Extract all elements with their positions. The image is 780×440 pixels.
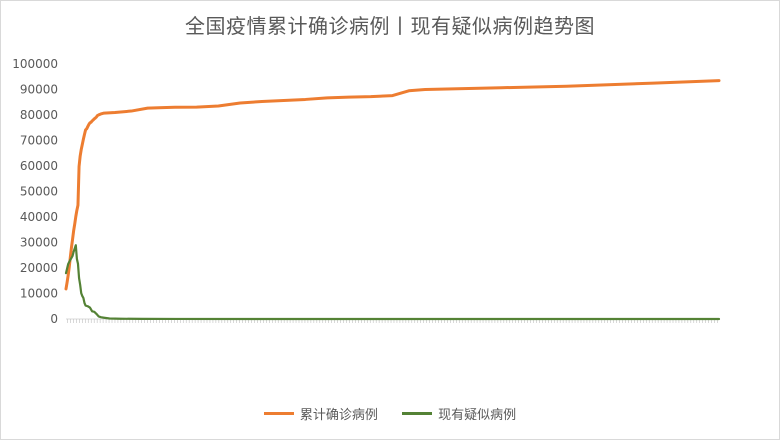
series-line-suspected xyxy=(64,244,721,321)
legend-swatch-suspected xyxy=(402,412,433,415)
y-tick-label: 60000 xyxy=(20,159,58,173)
y-tick-label: 30000 xyxy=(20,236,58,250)
y-tick-label: 40000 xyxy=(20,210,58,224)
y-axis: 0 10000 20000 30000 40000 50000 60000 70000 8000… xyxy=(12,57,58,326)
y-tick-label: 90000 xyxy=(20,83,58,97)
legend-item-suspected: 现有疑似病例 xyxy=(402,404,516,423)
legend-swatch-cumulative xyxy=(263,412,294,415)
y-tick-label: 80000 xyxy=(20,108,58,122)
legend-item-cumulative: 累计确诊病例 xyxy=(263,404,378,423)
legend: 累计确诊病例 现有疑似病例 xyxy=(0,404,780,423)
chart-title: 全国疫情累计确诊病例丨现有疑似病例趋势图 xyxy=(185,14,595,38)
series-line-cumulative xyxy=(64,79,721,291)
legend-label-cumulative: 累计确诊病例 xyxy=(299,408,378,423)
y-tick-label: 70000 xyxy=(20,134,58,148)
y-tick-label: 0 xyxy=(50,312,58,326)
y-tick-label: 50000 xyxy=(20,185,58,199)
y-tick-label: 10000 xyxy=(20,287,58,301)
legend-label-suspected: 现有疑似病例 xyxy=(438,408,517,423)
y-tick-label: 100000 xyxy=(12,57,58,71)
series-group xyxy=(64,79,721,321)
y-tick-label: 20000 xyxy=(20,261,58,275)
